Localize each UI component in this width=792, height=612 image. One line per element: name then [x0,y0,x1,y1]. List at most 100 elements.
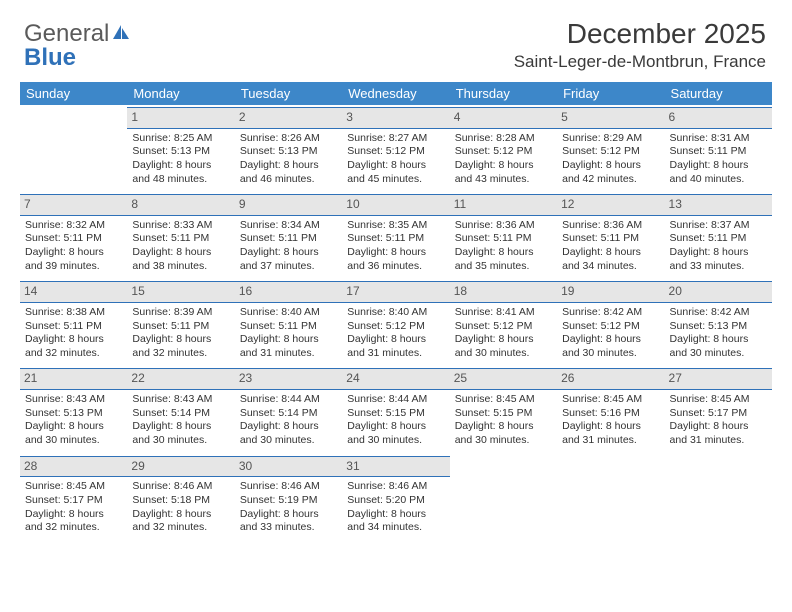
month-title: December 2025 [20,18,766,50]
day-line: Sunrise: 8:36 AM [562,219,659,233]
day-number: 18 [450,281,557,303]
weekday-header: Friday [557,82,664,105]
day-number: 17 [342,281,449,303]
day-content: Sunrise: 8:43 AMSunset: 5:14 PMDaylight:… [131,393,230,448]
day-line: Daylight: 8 hours [25,333,122,347]
day-line: Daylight: 8 hours [670,420,767,434]
day-line: and 48 minutes. [132,173,229,187]
day-line: Sunset: 5:12 PM [455,145,552,159]
day-content: Sunrise: 8:41 AMSunset: 5:12 PMDaylight:… [454,306,553,361]
day-line: Daylight: 8 hours [670,159,767,173]
day-content: Sunrise: 8:32 AMSunset: 5:11 PMDaylight:… [24,219,123,274]
day-line: Sunrise: 8:46 AM [132,480,229,494]
calendar-cell: 15 Sunrise: 8:39 AMSunset: 5:11 PMDayligh… [127,279,234,366]
day-number: 15 [127,281,234,303]
calendar-body: 1Sunrise: 8:25 AMSunset: 5:13 PMDaylight… [20,105,772,541]
day-line: Sunset: 5:11 PM [132,232,229,246]
day-line: Daylight: 8 hours [562,159,659,173]
day-line: Daylight: 8 hours [347,246,444,260]
day-content: Sunrise: 8:38 AMSunset: 5:11 PMDaylight:… [24,306,123,361]
day-line: Daylight: 8 hours [562,246,659,260]
day-content: Sunrise: 8:39 AMSunset: 5:11 PMDaylight:… [131,306,230,361]
calendar-cell: 28Sunrise: 8:45 AMSunset: 5:17 PMDayligh… [20,454,127,541]
day-line: Daylight: 8 hours [25,420,122,434]
day-content: Sunrise: 8:46 AMSunset: 5:20 PMDaylight:… [346,480,445,535]
day-line: and 30 minutes. [347,434,444,448]
day-content: Sunrise: 8:37 AMSunset: 5:11 PMDaylight:… [669,219,768,274]
day-line: Daylight: 8 hours [562,420,659,434]
calendar-cell: 21Sunrise: 8:43 AMSunset: 5:13 PMDayligh… [20,366,127,453]
day-line: Sunset: 5:11 PM [132,320,229,334]
day-line: Sunrise: 8:46 AM [240,480,337,494]
day-line: Sunrise: 8:45 AM [562,393,659,407]
day-line: Daylight: 8 hours [670,333,767,347]
calendar-cell: 3Sunrise: 8:27 AMSunset: 5:12 PMDaylight… [342,105,449,192]
day-line: Daylight: 8 hours [455,420,552,434]
day-line: Sunrise: 8:43 AM [25,393,122,407]
day-number: 25 [450,368,557,390]
day-line: and 36 minutes. [347,260,444,274]
day-line: Sunrise: 8:44 AM [240,393,337,407]
calendar-cell: 2Sunrise: 8:26 AMSunset: 5:13 PMDaylight… [235,105,342,192]
day-number: 9 [235,194,342,216]
day-line: Sunrise: 8:41 AM [455,306,552,320]
day-line: Sunrise: 8:28 AM [455,132,552,146]
day-line: Daylight: 8 hours [562,333,659,347]
logo: General Blue [24,22,131,70]
day-line: Sunset: 5:14 PM [240,407,337,421]
weekday-header: Sunday [20,82,127,105]
day-line: and 31 minutes. [562,434,659,448]
calendar-cell: 18 Sunrise: 8:41 AMSunset: 5:12 PMDayligh… [450,279,557,366]
day-line: Sunrise: 8:42 AM [670,306,767,320]
day-line: Sunset: 5:11 PM [455,232,552,246]
day-line: and 34 minutes. [562,260,659,274]
day-content: Sunrise: 8:34 AMSunset: 5:11 PMDaylight:… [239,219,338,274]
day-line: Sunrise: 8:33 AM [132,219,229,233]
day-line: Daylight: 8 hours [25,508,122,522]
day-content: Sunrise: 8:44 AMSunset: 5:14 PMDaylight:… [239,393,338,448]
day-line: Sunrise: 8:32 AM [25,219,122,233]
weekday-header: Saturday [665,82,772,105]
day-number: 10 [342,194,449,216]
page-header: December 2025 Saint-Leger-de-Montbrun, F… [20,18,772,72]
day-line: Sunrise: 8:38 AM [25,306,122,320]
calendar-cell: 9 Sunrise: 8:34 AMSunset: 5:11 PMDaylight… [235,192,342,279]
day-line: Sunset: 5:20 PM [347,494,444,508]
day-content: Sunrise: 8:45 AMSunset: 5:15 PMDaylight:… [454,393,553,448]
day-line: Sunrise: 8:37 AM [670,219,767,233]
day-number: 24 [342,368,449,390]
calendar-cell: 16Sunrise: 8:40 AMSunset: 5:11 PMDayligh… [235,279,342,366]
calendar-cell: 25 Sunrise: 8:45 AMSunset: 5:15 PMDayligh… [450,366,557,453]
calendar-cell: 11Sunrise: 8:36 AMSunset: 5:11 PMDayligh… [450,192,557,279]
day-line: Daylight: 8 hours [132,159,229,173]
day-line: Sunset: 5:19 PM [240,494,337,508]
day-line: Sunset: 5:16 PM [562,407,659,421]
calendar-table: SundayMondayTuesdayWednesdayThursdayFrid… [20,82,772,541]
calendar-cell: 31Sunrise: 8:46 AMSunset: 5:20 PMDayligh… [342,454,449,541]
day-line: and 30 minutes. [455,434,552,448]
logo-sail-icon [111,22,131,46]
day-line: and 32 minutes. [132,347,229,361]
calendar-cell [665,454,772,541]
day-line: Sunset: 5:15 PM [455,407,552,421]
calendar-week-row: 7Sunrise: 8:32 AMSunset: 5:11 PMDaylight… [20,192,772,279]
day-line: and 30 minutes. [132,434,229,448]
day-line: Sunrise: 8:39 AM [132,306,229,320]
day-line: Daylight: 8 hours [347,333,444,347]
day-content: Sunrise: 8:27 AMSunset: 5:12 PMDaylight:… [346,132,445,187]
day-content: Sunrise: 8:31 AMSunset: 5:11 PMDaylight:… [669,132,768,187]
calendar-cell: 22Sunrise: 8:43 AMSunset: 5:14 PMDayligh… [127,366,234,453]
day-line: Sunrise: 8:42 AM [562,306,659,320]
calendar-week-row: 1Sunrise: 8:25 AMSunset: 5:13 PMDaylight… [20,105,772,192]
day-line: Sunset: 5:13 PM [670,320,767,334]
weekday-header: Wednesday [342,82,449,105]
day-line: Sunrise: 8:29 AM [562,132,659,146]
weekday-header: Monday [127,82,234,105]
day-number: 4 [450,107,557,129]
day-content: Sunrise: 8:44 AMSunset: 5:15 PMDaylight:… [346,393,445,448]
day-line: Sunset: 5:12 PM [562,145,659,159]
day-number: 27 [665,368,772,390]
day-content: Sunrise: 8:40 AMSunset: 5:12 PMDaylight:… [346,306,445,361]
day-line: Daylight: 8 hours [347,159,444,173]
day-line: Sunrise: 8:35 AM [347,219,444,233]
